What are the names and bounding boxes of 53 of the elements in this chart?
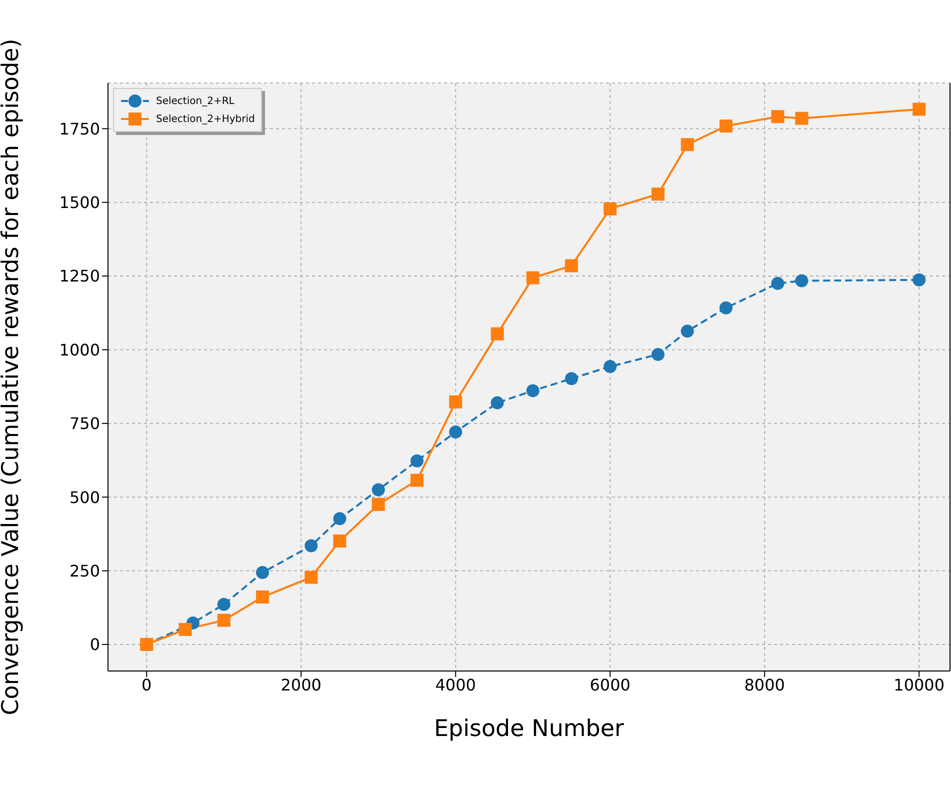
- x-tick-label: 6000: [590, 675, 630, 694]
- point: [652, 188, 665, 201]
- point: [771, 276, 784, 290]
- point: [652, 348, 665, 361]
- point: [795, 274, 808, 288]
- point: [604, 360, 617, 374]
- point: [719, 301, 732, 314]
- point: [178, 622, 192, 636]
- point: [526, 384, 540, 398]
- x-tick-label: 8000: [744, 675, 785, 694]
- y-tick-label: 0: [90, 635, 100, 654]
- point: [256, 566, 269, 580]
- point: [217, 598, 230, 611]
- point: [719, 120, 732, 133]
- x-tick-label: 10000: [894, 675, 945, 694]
- legend-label: Selection_2+RL: [156, 96, 234, 106]
- point: [304, 539, 318, 552]
- point: [304, 570, 318, 584]
- y-tick-label: 1000: [59, 340, 100, 360]
- point: [771, 110, 784, 124]
- point: [604, 202, 617, 216]
- point: [333, 534, 346, 548]
- y-tick-label: 1250: [59, 266, 100, 286]
- point: [217, 614, 230, 627]
- point: [912, 273, 926, 286]
- y-axis-title: Convergence Value (Cumulative rewards for each episode): [0, 38, 24, 716]
- point: [333, 512, 346, 526]
- point: [680, 138, 694, 152]
- point: [449, 425, 462, 438]
- y-tick-label: 1750: [59, 119, 100, 138]
- point: [526, 271, 540, 284]
- point: [256, 590, 269, 604]
- legend-label: Selection_2+Hybrid: [156, 114, 255, 124]
- y-tick-label: 1500: [59, 193, 100, 212]
- point: [372, 483, 385, 496]
- x-tick-label: 4000: [435, 675, 476, 694]
- point: [564, 372, 578, 386]
- point: [490, 327, 504, 340]
- y-tick-label: 500: [69, 488, 100, 507]
- point: [680, 324, 694, 338]
- y-tick-label: 250: [69, 561, 100, 580]
- x-axis-title: Episode Number: [434, 716, 625, 742]
- y-tick-label: 750: [69, 414, 100, 434]
- point: [410, 454, 424, 468]
- point: [564, 259, 578, 272]
- x-tick-label: 0: [142, 675, 152, 694]
- point: [372, 498, 385, 511]
- point: [410, 474, 424, 487]
- point: [490, 396, 504, 410]
- point: [449, 395, 462, 408]
- point: [912, 102, 926, 116]
- x-tick-label: 2000: [280, 675, 322, 694]
- point: [795, 112, 808, 125]
